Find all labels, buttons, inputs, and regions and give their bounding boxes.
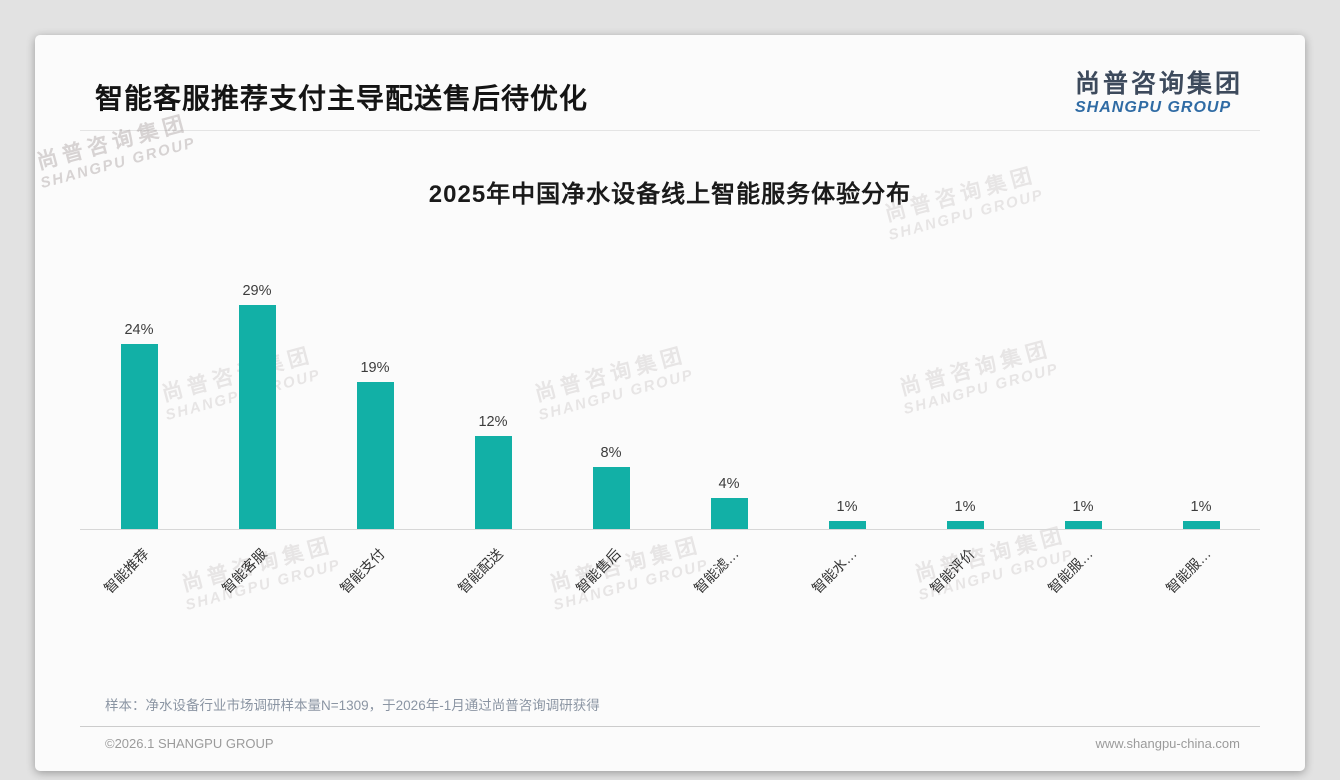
x-tick-label: 智能滤… bbox=[690, 545, 742, 597]
x-tick: 智能配送 bbox=[434, 530, 552, 629]
x-tick: 智能客服 bbox=[198, 530, 316, 629]
bar-group: 4% bbox=[670, 476, 788, 529]
bar bbox=[238, 305, 276, 529]
slide: 智能客服推荐支付主导配送售后待优化 尚普咨询集团 SHANGPU GROUP 尚… bbox=[35, 35, 1305, 771]
bar-value-label: 4% bbox=[718, 476, 740, 492]
bar-value-label: 19% bbox=[360, 360, 390, 376]
bar-group: 8% bbox=[552, 445, 670, 529]
copyright-text: ©2026.1 SHANGPU GROUP bbox=[105, 736, 274, 751]
bar-value-label: 1% bbox=[954, 499, 976, 515]
bar bbox=[592, 467, 630, 529]
bar bbox=[828, 521, 866, 529]
bar bbox=[1064, 521, 1102, 529]
footer: ©2026.1 SHANGPU GROUP www.shangpu-china.… bbox=[80, 727, 1260, 751]
bar-value-label: 29% bbox=[242, 283, 272, 299]
bar-group: 1% bbox=[788, 499, 906, 529]
bar bbox=[356, 382, 394, 529]
bar-group: 1% bbox=[906, 499, 1024, 529]
bar bbox=[120, 344, 158, 529]
bar-group: 1% bbox=[1142, 499, 1260, 529]
bar bbox=[946, 521, 984, 529]
chart-title: 2025年中国净水设备线上智能服务体验分布 bbox=[428, 181, 912, 208]
x-tick-label: 智能客服 bbox=[218, 545, 270, 597]
bar-value-label: 1% bbox=[836, 499, 858, 515]
bars-row: 24% 29% 19% 12% 8% 4% 1% 1% 1% 1% bbox=[80, 267, 1260, 529]
x-tick-label: 智能服… bbox=[1044, 545, 1096, 597]
website-url: www.shangpu-china.com bbox=[1095, 736, 1240, 751]
bar bbox=[710, 498, 748, 529]
x-tick-label: 智能售后 bbox=[572, 545, 624, 597]
x-tick: 智能评价 bbox=[906, 530, 1024, 629]
header: 智能客服推荐支付主导配送售后待优化 尚普咨询集团 SHANGPU GROUP bbox=[35, 35, 1305, 117]
bar-value-label: 8% bbox=[600, 445, 622, 461]
bar-value-label: 1% bbox=[1190, 499, 1212, 515]
bar bbox=[474, 436, 512, 529]
bar-group: 29% bbox=[198, 283, 316, 529]
x-tick: 智能水… bbox=[788, 530, 906, 629]
x-tick-label: 智能服… bbox=[1162, 545, 1214, 597]
bar bbox=[1182, 521, 1220, 529]
x-tick: 智能滤… bbox=[670, 530, 788, 629]
bar-group: 1% bbox=[1024, 499, 1142, 529]
x-tick-label: 智能评价 bbox=[926, 545, 978, 597]
x-tick: 智能服… bbox=[1142, 530, 1260, 629]
x-tick: 智能推荐 bbox=[80, 530, 198, 629]
bar-value-label: 1% bbox=[1072, 499, 1094, 515]
bar-value-label: 12% bbox=[478, 414, 508, 430]
bar-value-label: 24% bbox=[124, 322, 154, 338]
bar-group: 19% bbox=[316, 360, 434, 529]
bar-group: 12% bbox=[434, 414, 552, 529]
sample-footnote: 样本：净水设备行业市场调研样本量N=1309，于2026年-1月通过尚普咨询调研… bbox=[80, 694, 1260, 727]
slide-bottom: 样本：净水设备行业市场调研样本量N=1309，于2026年-1月通过尚普咨询调研… bbox=[80, 694, 1260, 751]
x-tick-label: 智能推荐 bbox=[100, 545, 152, 597]
bar-chart: 24% 29% 19% 12% 8% 4% 1% 1% 1% 1% 智能推荐 智能客服 智能支付 智能配… bbox=[80, 267, 1260, 629]
x-tick-label: 智能支付 bbox=[336, 545, 388, 597]
x-tick: 智能支付 bbox=[316, 530, 434, 629]
x-tick: 智能服… bbox=[1024, 530, 1142, 629]
header-divider bbox=[80, 130, 1260, 131]
x-tick-label: 智能配送 bbox=[454, 545, 506, 597]
x-tick-label: 智能水… bbox=[808, 545, 860, 597]
logo-chinese-text: 尚普咨询集团 bbox=[1074, 70, 1243, 98]
page-title: 智能客服推荐支付主导配送售后待优化 bbox=[95, 83, 589, 114]
bar-group: 24% bbox=[80, 322, 198, 529]
company-logo: 尚普咨询集团 SHANGPU GROUP bbox=[1074, 70, 1243, 117]
xaxis-row: 智能推荐 智能客服 智能支付 智能配送 智能售后 智能滤… 智能水… 智能评价 智能服… 智能服… bbox=[80, 529, 1260, 629]
x-tick: 智能售后 bbox=[552, 530, 670, 629]
logo-english-text: SHANGPU GROUP bbox=[1074, 98, 1232, 116]
